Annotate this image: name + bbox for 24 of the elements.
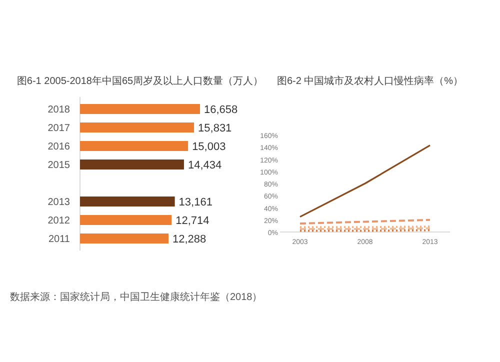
- y-tick-label: 2013: [48, 197, 70, 208]
- data-label: 14,434: [188, 160, 222, 172]
- y-tick-label: 2018: [48, 104, 70, 116]
- chart-title: 图6-1 2005-2018年中国65周岁及以上人口数量（万人）: [16, 75, 264, 87]
- bar: [80, 196, 175, 206]
- bar: [80, 141, 188, 151]
- bar: [80, 234, 169, 244]
- data-label: 13,161: [178, 196, 212, 208]
- chart-title: 图6-2 中国城市及农村人口慢性病率（%）: [276, 75, 464, 87]
- y-tick-label: 2017: [48, 123, 70, 134]
- source-note: 数据来源：国家统计局，中国卫生健康统计年鉴（2018）: [10, 291, 262, 303]
- bar: [80, 215, 172, 225]
- data-label: 12,288: [172, 234, 206, 246]
- data-label: 12,714: [176, 215, 210, 227]
- bar: [80, 104, 200, 114]
- bar: [80, 160, 184, 170]
- y-tick-label: 2015: [48, 160, 70, 171]
- y-tick-label: 2012: [48, 216, 70, 226]
- data-label: 16,658: [204, 104, 238, 116]
- y-tick-label: 2011: [48, 234, 70, 245]
- data-label: 15,003: [192, 141, 226, 153]
- data-label: 15,831: [198, 122, 232, 134]
- bar: [80, 122, 194, 132]
- y-tick-label: 2016: [48, 142, 70, 152]
